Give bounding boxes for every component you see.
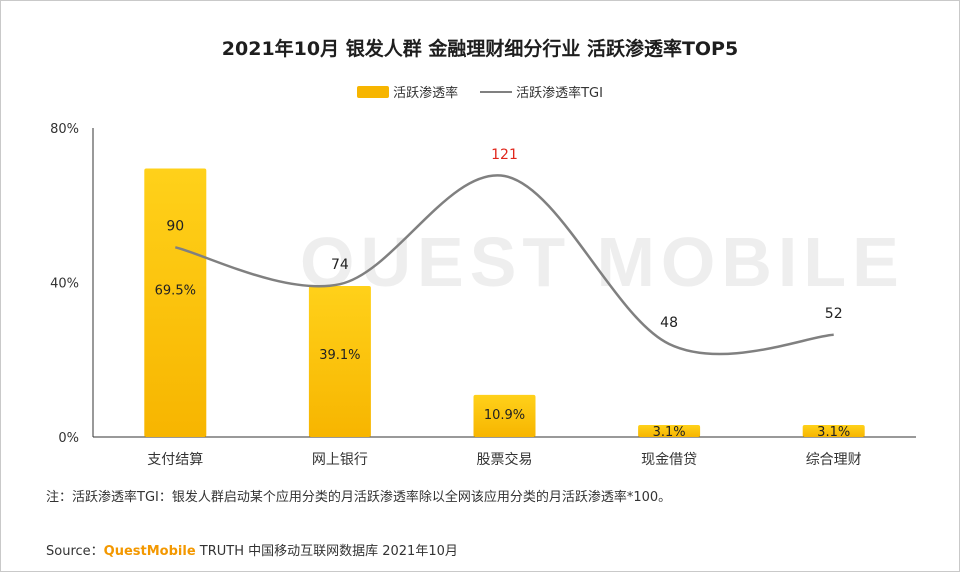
x-tick-label: 网上银行 <box>312 452 368 468</box>
x-tick-label: 支付结算 <box>147 452 203 468</box>
legend-bar-swatch <box>357 85 390 98</box>
y-tick-label: 40% <box>50 277 79 292</box>
source-prefix: Source： <box>46 544 104 559</box>
source-brand: QuestMobile <box>103 544 196 559</box>
tgi-line <box>175 174 834 356</box>
legend-bar-label: 活跃渗透率 <box>393 86 459 101</box>
legend: 活跃渗透率 活跃渗透率TGI <box>0 82 960 101</box>
watermark-text: QUEST MOBILE <box>300 223 905 301</box>
bar <box>144 168 207 437</box>
bar-data-label: 69.5% <box>155 283 196 298</box>
bar <box>638 425 701 437</box>
tgi-data-label: 48 <box>660 315 678 331</box>
x-tick-label: 综合理财 <box>806 452 862 468</box>
bar-data-label: 3.1% <box>817 425 850 440</box>
legend-line-label: 活跃渗透率TGI <box>516 86 603 101</box>
tgi-data-label: 74 <box>331 257 349 273</box>
y-tick-label: 0% <box>58 431 79 446</box>
bar-data-label: 10.9% <box>484 408 525 423</box>
watermark: QUEST MOBILE <box>300 223 905 301</box>
bar <box>802 425 865 437</box>
bar-data-label: 39.1% <box>319 348 360 363</box>
footnote: 注：活跃渗透率TGI：银发人群启动某个应用分类的月活跃渗透率除以全网该应用分类的… <box>46 490 672 505</box>
x-tick-label: 股票交易 <box>477 451 533 468</box>
legend-line-swatch <box>480 90 513 93</box>
chart-title: 2021年10月 银发人群 金融理财细分行业 活跃渗透率TOP5 <box>221 38 739 60</box>
tgi-data-label: 121 <box>491 147 518 163</box>
tgi-data-label: 52 <box>825 306 843 322</box>
source-line: Source：QuestMobile TRUTH 中国移动互联网数据库 2021… <box>46 540 458 559</box>
bar <box>308 285 371 437</box>
bar-data-label: 3.1% <box>653 425 686 440</box>
y-tick-label: 80% <box>50 122 79 137</box>
tgi-data-label: 90 <box>166 218 184 234</box>
bar <box>473 394 536 437</box>
source-suffix: TRUTH 中国移动互联网数据库 2021年10月 <box>195 544 458 559</box>
x-tick-label: 现金借贷 <box>641 452 697 468</box>
